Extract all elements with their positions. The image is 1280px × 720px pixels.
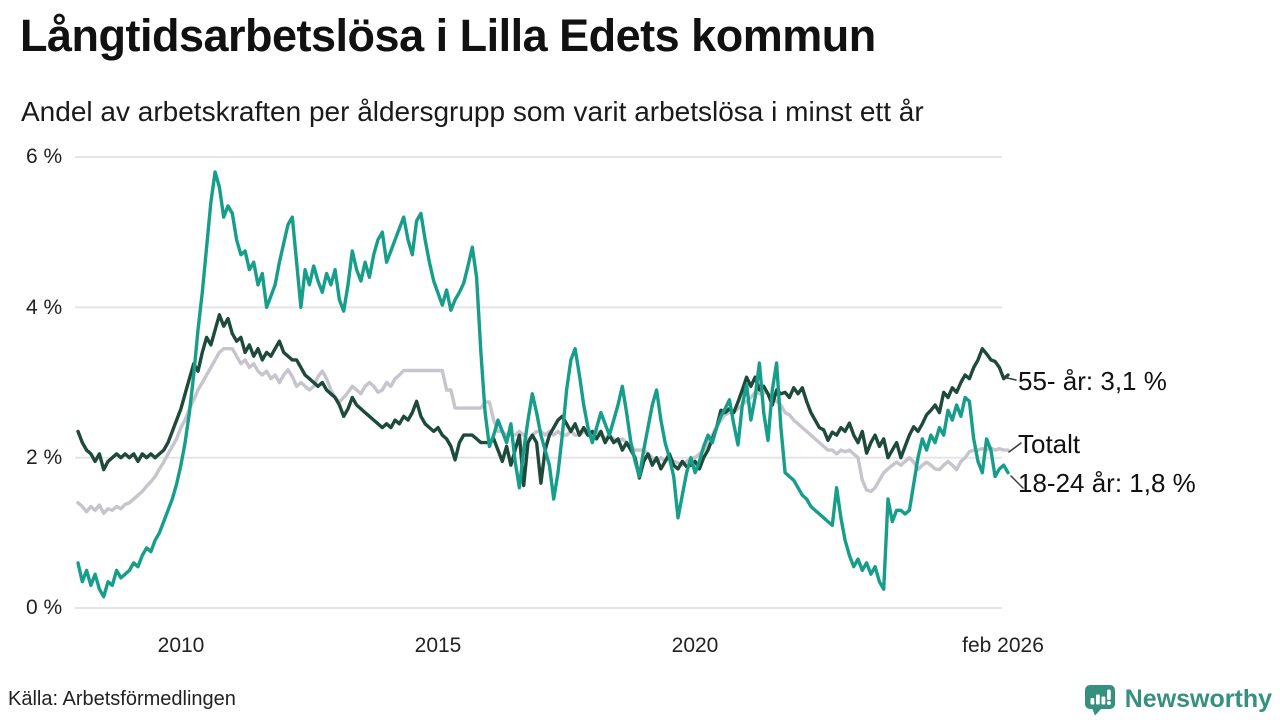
series-line-18-24-ar [76, 170, 1010, 599]
newsworthy-logo[interactable]: Newsworthy [1083, 682, 1272, 716]
logo-bar-mid [1101, 696, 1106, 705]
connector-55-ar [1002, 376, 1017, 381]
chart-subtitle: Andel av arbetskraften per åldersgrupp s… [21, 96, 924, 127]
connector-totalt [1008, 442, 1022, 453]
x-tick-feb-2026: feb 2026 [962, 634, 1044, 657]
x-tick-2015: 2015 [414, 634, 462, 657]
y-tick-0: 0 % [26, 596, 63, 619]
annotation-55-ar: 55- år: 3,1 % [1018, 366, 1167, 396]
gridlines [75, 156, 1002, 609]
series-line-totalt [76, 347, 1010, 515]
source-credit: Källa: Arbetsförmedlingen [8, 688, 236, 710]
annotation-connector-lines [1002, 376, 1024, 489]
y-tick-2: 2 % [26, 446, 63, 469]
logo-bar-short [1090, 698, 1095, 705]
x-tick-2020: 2020 [671, 634, 719, 657]
logo-exclamation-stem [1106, 689, 1111, 700]
series-line-55-ar [76, 313, 1010, 488]
y-tick-4: 4 % [26, 296, 63, 319]
series-lines [76, 170, 1010, 599]
annotation-18-24-ar: 18-24 år: 1,8 % [1018, 468, 1196, 498]
page-title: Långtidsarbetslösa i Lilla Edets kommun [20, 10, 876, 61]
logo-bar-tall [1095, 694, 1100, 705]
newsworthy-icon [1084, 685, 1115, 716]
logo-exclamation-dot [1106, 701, 1111, 705]
connector-18-24 [1010, 475, 1024, 489]
y-tick-6: 6 % [26, 145, 63, 168]
x-tick-2010: 2010 [157, 634, 205, 657]
newsworthy-wordmark: Newsworthy [1124, 684, 1272, 713]
annotation-totalt: Totalt [1018, 429, 1081, 459]
